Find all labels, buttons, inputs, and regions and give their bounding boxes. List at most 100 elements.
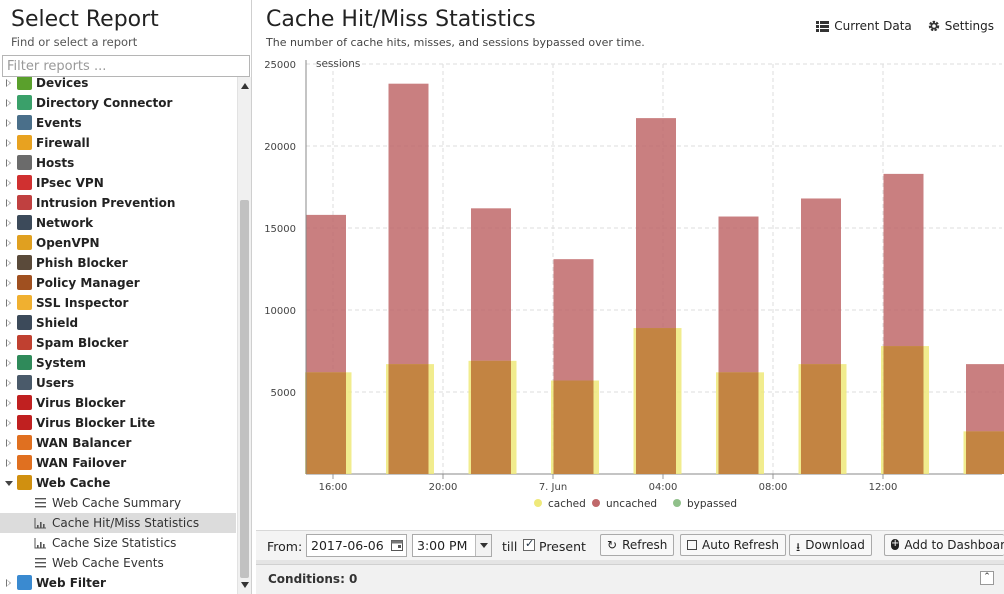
wan-balancer-icon [17, 435, 32, 450]
bar-overlap [883, 346, 924, 474]
legend-label-uncached: uncached [606, 498, 657, 510]
current-data-button[interactable]: Current Data [816, 19, 912, 33]
expand-conditions-icon[interactable]: ⌃ [980, 571, 994, 585]
bar-overlap [966, 431, 1004, 474]
tree-item-web-cache[interactable]: Web Cache [0, 473, 236, 493]
panel-splitter[interactable] [256, 560, 1004, 564]
expand-arrow-icon[interactable] [6, 359, 11, 367]
settings-button[interactable]: Settings [928, 19, 994, 33]
start-time-select[interactable]: 3:00 PM [412, 534, 492, 557]
expand-arrow-icon[interactable] [6, 399, 11, 407]
expand-arrow-icon[interactable] [6, 119, 11, 127]
tree-item-label: Phish Blocker [36, 256, 128, 270]
web-cache-icon [17, 475, 32, 490]
tree-item-ssl-inspector[interactable]: SSL Inspector [0, 293, 236, 313]
tree-item-web-filter[interactable]: Web Filter [0, 573, 236, 593]
expand-arrow-icon[interactable] [6, 99, 11, 107]
time-dropdown-trigger[interactable] [475, 535, 491, 556]
bar-overlap [471, 360, 511, 474]
tree-item-openvpn[interactable]: OpenVPN [0, 233, 236, 253]
x-tick-label: 20:00 [429, 482, 458, 493]
tree-item-network[interactable]: Network [0, 213, 236, 233]
conditions-bar[interactable]: Conditions: 0 ⌃ [256, 564, 1004, 594]
scroll-up-icon[interactable] [241, 83, 249, 89]
tree-item-phish-blocker[interactable]: Phish Blocker [0, 253, 236, 273]
expand-arrow-icon[interactable] [6, 579, 11, 587]
start-date-field[interactable]: 2017-06-06 [306, 534, 407, 557]
tree-item-virus-blocker-lite[interactable]: Virus Blocker Lite [0, 413, 236, 433]
bar-overlap [636, 328, 676, 474]
expand-arrow-icon[interactable] [6, 139, 11, 147]
tree-item-directory-connector[interactable]: Directory Connector [0, 93, 236, 113]
left-mask [256, 52, 305, 476]
tree-item-policy-manager[interactable]: Policy Manager [0, 273, 236, 293]
tree-item-spam-blocker[interactable]: Spam Blocker [0, 333, 236, 353]
tree-item-wan-failover[interactable]: WAN Failover [0, 453, 236, 473]
report-description: The number of cache hits, misses, and se… [266, 36, 645, 49]
tree-report-cache-size-statistics[interactable]: Cache Size Statistics [0, 533, 236, 553]
tree-report-web-cache-summary[interactable]: Web Cache Summary [0, 493, 236, 513]
tree-item-hosts[interactable]: Hosts [0, 153, 236, 173]
tree-item-users[interactable]: Users [0, 373, 236, 393]
list-icon [35, 558, 46, 568]
expand-arrow-icon[interactable] [6, 339, 11, 347]
tree-item-label: WAN Failover [36, 456, 127, 470]
tree-report-cache-hit-miss-statistics[interactable]: Cache Hit/Miss Statistics [0, 513, 236, 533]
expand-arrow-icon[interactable] [6, 299, 11, 307]
refresh-button[interactable]: ↻ Refresh [600, 534, 675, 556]
download-button[interactable]: ⭳ Download [789, 534, 872, 556]
virus-blocker-lite-icon [17, 415, 32, 430]
tree-report-web-cache-events[interactable]: Web Cache Events [0, 553, 236, 573]
expand-arrow-icon[interactable] [6, 259, 11, 267]
system-icon [17, 355, 32, 370]
expand-arrow-icon[interactable] [6, 439, 11, 447]
present-checkbox[interactable] [523, 537, 535, 551]
expand-arrow-icon[interactable] [6, 459, 11, 467]
panel-title: Select Report [11, 7, 159, 32]
checkbox-icon [687, 540, 697, 550]
present-label: Present [539, 539, 586, 554]
tree-item-events[interactable]: Events [0, 113, 236, 133]
table-icon [816, 20, 830, 32]
x-tick-label: 04:00 [649, 482, 678, 493]
policy-manager-icon [17, 275, 32, 290]
panel-subtitle: Find or select a report [11, 35, 138, 49]
firewall-icon [17, 135, 32, 150]
expand-arrow-icon[interactable] [6, 239, 11, 247]
ipsec-vpn-icon [17, 175, 32, 190]
add-to-dashboard-label: Add to Dashboard [904, 538, 1004, 552]
expand-arrow-icon[interactable] [6, 219, 11, 227]
expand-arrow-icon[interactable] [6, 179, 11, 187]
filter-reports-input[interactable] [2, 55, 250, 77]
ssl-inspector-icon [17, 295, 32, 310]
tree-item-system[interactable]: System [0, 353, 236, 373]
expand-arrow-icon[interactable] [6, 319, 11, 327]
tree-item-label: WAN Balancer [36, 436, 132, 450]
expand-arrow-icon[interactable] [6, 419, 11, 427]
start-time-value: 3:00 PM [417, 538, 468, 553]
expand-arrow-icon[interactable] [6, 79, 11, 87]
add-to-dashboard-button[interactable]: + Add to Dashboard [884, 534, 1004, 556]
calendar-icon[interactable] [391, 539, 403, 551]
expand-arrow-icon[interactable] [6, 379, 11, 387]
tree-item-firewall[interactable]: Firewall [0, 133, 236, 153]
tree-item-virus-blocker[interactable]: Virus Blocker [0, 393, 236, 413]
scrollbar-thumb[interactable] [240, 200, 249, 578]
scroll-down-icon[interactable] [241, 582, 249, 588]
collapse-arrow-icon[interactable] [5, 481, 13, 486]
tree-item-label: Intrusion Prevention [36, 196, 176, 210]
refresh-label: Refresh [622, 538, 668, 552]
expand-arrow-icon[interactable] [6, 199, 11, 207]
expand-arrow-icon[interactable] [6, 159, 11, 167]
legend-swatch-bypassed [673, 499, 681, 507]
tree-item-intrusion-prevention[interactable]: Intrusion Prevention [0, 193, 236, 213]
tree-item-label: Web Filter [36, 576, 106, 590]
tree-item-devices[interactable]: Devices [0, 77, 236, 93]
tree-item-label: Hosts [36, 156, 75, 170]
tree-item-shield[interactable]: Shield [0, 313, 236, 333]
tree-scrollbar[interactable] [237, 77, 251, 594]
tree-item-wan-balancer[interactable]: WAN Balancer [0, 433, 236, 453]
auto-refresh-button[interactable]: Auto Refresh [680, 534, 786, 556]
tree-item-ipsec-vpn[interactable]: IPsec VPN [0, 173, 236, 193]
expand-arrow-icon[interactable] [6, 279, 11, 287]
